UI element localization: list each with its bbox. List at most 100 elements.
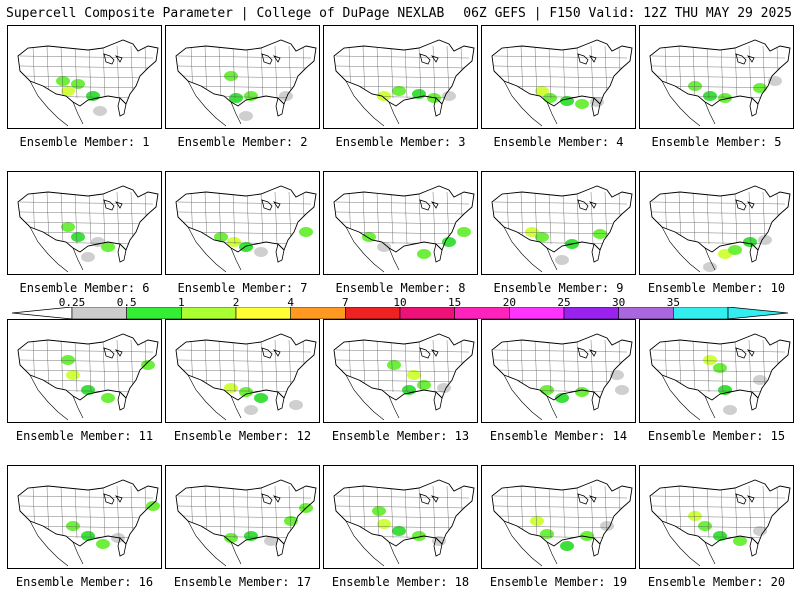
- member-caption: Ensemble Member: 10: [647, 281, 786, 295]
- scp-contour: [239, 387, 253, 397]
- us-map: [333, 479, 475, 567]
- legend-tick-label: 20: [502, 296, 516, 309]
- map-panel: [7, 465, 162, 569]
- us-map: [649, 39, 791, 127]
- scp-contour: [81, 385, 95, 395]
- scp-contour: [377, 91, 391, 101]
- scp-contour: [61, 86, 75, 96]
- scp-contour: [289, 400, 303, 410]
- scp-contour: [229, 93, 243, 103]
- scp-contour: [244, 405, 258, 415]
- map-panel: [7, 25, 162, 129]
- legend-swatch: [290, 307, 346, 319]
- map-panel: [323, 25, 478, 129]
- scp-contour: [412, 89, 426, 99]
- legend-swatch: [454, 307, 510, 319]
- legend-swatch: [399, 307, 455, 319]
- member-caption: Ensemble Member: 7: [177, 281, 308, 295]
- scp-contour: [733, 536, 747, 546]
- member-caption: Ensemble Member: 9: [493, 281, 624, 295]
- member-caption: Ensemble Member: 16: [15, 575, 154, 589]
- scp-contour: [723, 405, 737, 415]
- map-panel: [7, 319, 162, 423]
- legend-arrow-right: [727, 307, 788, 319]
- scp-contour: [81, 531, 95, 541]
- scp-contour: [543, 93, 557, 103]
- legend-tick-label: 15: [448, 296, 462, 309]
- map-panel: [481, 171, 636, 275]
- us-map: [649, 185, 791, 273]
- legend-swatch: [181, 307, 237, 319]
- us-map: [649, 479, 791, 567]
- map-panel: [481, 465, 636, 569]
- scp-contour: [96, 539, 110, 549]
- us-map: [491, 333, 633, 421]
- scp-contour: [56, 76, 70, 86]
- scp-contour: [239, 242, 253, 252]
- legend-tick-label: 7: [342, 296, 349, 309]
- scp-contour: [575, 387, 589, 397]
- legend-swatch: [563, 307, 619, 319]
- scp-contour: [81, 252, 95, 262]
- model-valid-time: 06Z GEFS | F150 Valid: 12Z THU MAY 29 20…: [463, 6, 792, 21]
- scp-contour: [555, 255, 569, 265]
- scp-contour: [560, 541, 574, 551]
- map-panel: [165, 465, 320, 569]
- scp-contour: [535, 86, 549, 96]
- scp-contour: [93, 106, 107, 116]
- scp-contour: [61, 222, 75, 232]
- scp-contour: [264, 536, 278, 546]
- map-panel: [323, 319, 478, 423]
- scp-contour: [362, 232, 376, 242]
- map-panel: [7, 171, 162, 275]
- member-caption: Ensemble Member: 4: [493, 135, 624, 149]
- scp-contour: [610, 370, 624, 380]
- scp-contour: [688, 81, 702, 91]
- legend-tick-label: 1: [178, 296, 185, 309]
- member-caption: Ensemble Member: 5: [651, 135, 782, 149]
- scp-contour: [555, 393, 569, 403]
- member-caption: Ensemble Member: 12: [173, 429, 312, 443]
- us-map: [17, 185, 159, 273]
- scp-contour: [392, 526, 406, 536]
- scp-contour: [600, 521, 614, 531]
- scp-contour: [372, 506, 386, 516]
- us-map: [175, 39, 317, 127]
- scp-contour: [743, 237, 757, 247]
- legend-tick-label: 30: [612, 296, 626, 309]
- map-panel: [481, 25, 636, 129]
- scp-contour: [66, 370, 80, 380]
- map-panel: [639, 171, 794, 275]
- scp-contour: [575, 99, 589, 109]
- us-map: [17, 333, 159, 421]
- scp-contour: [703, 355, 717, 365]
- scp-contour: [768, 76, 782, 86]
- scp-contour: [244, 91, 258, 101]
- map-panel: [639, 465, 794, 569]
- scp-contour: [392, 86, 406, 96]
- legend-swatch: [673, 307, 729, 319]
- map-panel: [481, 319, 636, 423]
- scp-contour: [387, 360, 401, 370]
- scp-contour: [214, 232, 228, 242]
- scp-contour: [540, 529, 554, 539]
- legend-swatch: [345, 307, 401, 319]
- legend-tick-label: 0.5: [116, 296, 137, 309]
- scp-contour: [101, 242, 115, 252]
- scp-contour: [718, 93, 732, 103]
- scp-contour: [412, 531, 426, 541]
- scp-contour: [580, 531, 594, 541]
- scp-contour: [593, 229, 607, 239]
- scp-contour: [284, 516, 298, 526]
- member-caption: Ensemble Member: 19: [489, 575, 628, 589]
- scp-contour: [146, 501, 160, 511]
- scp-contour: [703, 91, 717, 101]
- scp-contour: [703, 262, 717, 272]
- member-caption: Ensemble Member: 2: [177, 135, 308, 149]
- legend-tick-label: 0.25: [58, 296, 86, 309]
- map-panel: [639, 319, 794, 423]
- scp-contour: [227, 237, 241, 247]
- scp-contour: [718, 385, 732, 395]
- member-caption: Ensemble Member: 15: [647, 429, 786, 443]
- member-caption: Ensemble Member: 11: [15, 429, 154, 443]
